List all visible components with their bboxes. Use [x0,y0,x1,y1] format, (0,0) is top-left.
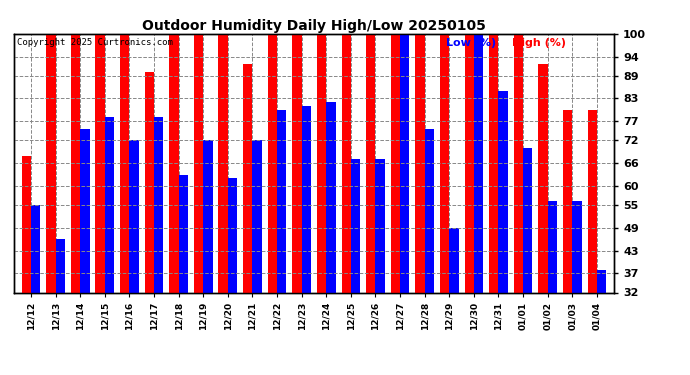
Bar [440,34,449,292]
Bar [342,34,351,292]
Text: High (%): High (%) [512,38,566,48]
Bar [46,34,56,292]
Bar [204,140,213,292]
Bar [120,34,130,292]
Bar [572,201,582,292]
Bar [400,34,409,292]
Bar [415,34,424,292]
Bar [268,34,277,292]
Bar [130,140,139,292]
Bar [597,270,607,292]
Bar [514,34,523,292]
Bar [351,159,360,292]
Bar [169,34,179,292]
Bar [219,34,228,292]
Bar [538,64,548,292]
Bar [154,117,164,292]
Bar [243,64,253,292]
Bar [424,129,434,292]
Bar [145,72,154,292]
Bar [449,228,459,292]
Bar [31,205,41,292]
Bar [474,34,483,292]
Bar [293,34,302,292]
Bar [194,34,204,292]
Bar [71,34,80,292]
Bar [302,106,311,292]
Bar [366,34,375,292]
Bar [563,110,572,292]
Bar [326,102,335,292]
Bar [317,34,326,292]
Bar [80,129,90,292]
Bar [21,156,31,292]
Bar [228,178,237,292]
Bar [391,34,400,292]
Bar [56,239,65,292]
Bar [253,140,262,292]
Text: Low (%): Low (%) [446,38,496,48]
Bar [523,148,533,292]
Bar [548,201,557,292]
Bar [498,91,508,292]
Bar [105,117,114,292]
Bar [179,174,188,292]
Bar [277,110,286,292]
Title: Outdoor Humidity Daily High/Low 20250105: Outdoor Humidity Daily High/Low 20250105 [142,19,486,33]
Bar [375,159,385,292]
Bar [464,34,474,292]
Bar [587,110,597,292]
Bar [95,34,105,292]
Text: Copyright 2025 Curtronics.com: Copyright 2025 Curtronics.com [17,38,172,46]
Bar [489,34,498,292]
